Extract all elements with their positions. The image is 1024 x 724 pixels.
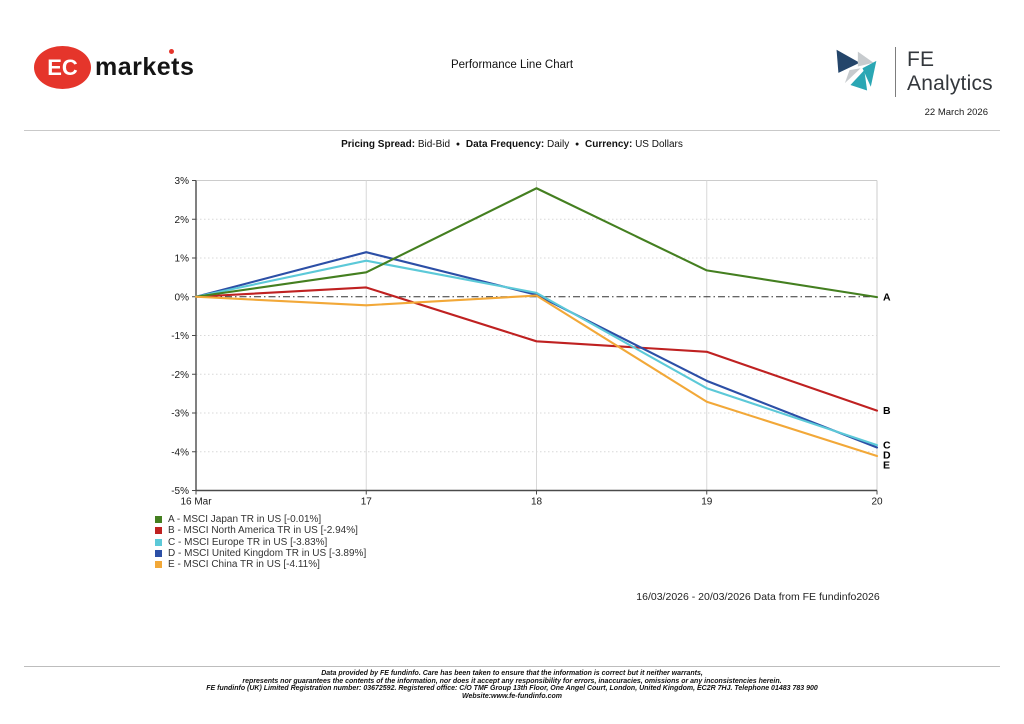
legend-swatch-icon (155, 538, 162, 546)
fe-pinwheel-icon (836, 49, 877, 91)
series-end-label-C: C (883, 440, 891, 452)
legend-item-label: E - MSCI China TR in US [-4.11%] (168, 559, 320, 571)
footer-line: Data provided by FE fundinfo. Care has b… (321, 670, 703, 677)
ec-markets-wordmark: markets (95, 49, 195, 82)
y-axis-label: -4% (171, 447, 189, 458)
footer-divider (24, 666, 1000, 667)
series-end-label-A: A (883, 292, 891, 304)
y-axis-label: 1% (175, 254, 190, 265)
legend-item-label: A - MSCI Japan TR in US [-0.01%] (168, 514, 322, 526)
y-axis-label: 3% (175, 176, 190, 187)
legend-swatch-icon (155, 550, 162, 558)
chart-legend: A - MSCI Japan TR in US [-0.01%] B - MSCI… (155, 514, 366, 570)
series-line-B (194, 286, 879, 412)
data-frequency-value: Daily (547, 139, 570, 150)
ec-markets-logo: EC markets (34, 46, 194, 89)
ec-red-dot-icon (169, 49, 174, 54)
bullet-separator-icon: ● (455, 140, 461, 148)
y-axis-label: -5% (171, 486, 189, 497)
y-axis-label: -1% (171, 331, 189, 342)
legend-item-label: C - MSCI Europe TR in US [-3.83%] (168, 536, 328, 548)
header-divider (24, 130, 1000, 131)
legend-swatch-icon (155, 527, 162, 535)
pricing-spread-value: Bid-Bid (417, 139, 451, 150)
x-axis-label: 18 (531, 497, 543, 508)
legend-item-B: B - MSCI North America TR in US [-2.94%] (155, 525, 366, 536)
legend-swatch-icon (155, 561, 162, 569)
footer-line: Website:www.fe-fundinfo.com (462, 692, 562, 700)
series-line-C (194, 259, 879, 447)
legend-item-A: A - MSCI Japan TR in US [-0.01%] (155, 514, 366, 525)
y-axis-label: 2% (175, 215, 190, 226)
bullet-separator-icon: ● (575, 140, 580, 148)
x-axis-label: 20 (871, 497, 883, 508)
date-range-note: 16/03/2026 - 20/03/2026 Data from FE fun… (636, 591, 880, 603)
legend-item-D: D - MSCI United Kingdom TR in US [-3.89%… (155, 548, 366, 559)
legend-item-label: B - MSCI North America TR in US [-2.94%] (168, 525, 358, 537)
legend-item-C: C - MSCI Europe TR in US [-3.83%] (155, 537, 366, 548)
x-axis-label: 19 (701, 497, 713, 508)
legend-swatch-icon (155, 516, 162, 524)
series-end-label-E: E (883, 459, 890, 471)
series-line-E (194, 294, 879, 458)
fe-logo-divider (894, 47, 897, 97)
fe-analytics-logo: FE Analytics (831, 43, 1024, 101)
data-frequency-label: Data Frequency: (465, 139, 545, 150)
currency-label: Currency: (585, 139, 633, 150)
footer-disclaimer: Data provided by FE fundinfo. Care has b… (0, 670, 1024, 700)
pricing-info-line: Pricing Spread: Bid-Bid ● Data Frequency… (0, 139, 1024, 150)
fe-analytics-text: FE Analytics (907, 48, 993, 95)
legend-item-label: D - MSCI United Kingdom TR in US [-3.89%… (168, 548, 367, 560)
y-axis-label: -2% (171, 370, 189, 381)
y-axis-label: -3% (171, 409, 189, 420)
y-axis-label: 0% (175, 292, 190, 303)
series-end-label-D: D (883, 449, 891, 461)
ec-oval-icon: EC (34, 46, 91, 89)
series-end-label-B: B (883, 405, 891, 417)
report-date: 22 March 2026 (924, 107, 988, 118)
pricing-spread-label: Pricing Spread: (341, 139, 416, 150)
ec-markets-text: markets (95, 53, 195, 81)
performance-chart: 3% 2% 1% 0% -1% -2% -3% -4% -5%16 Mar 17 18 19 20 A B C… (171, 176, 891, 508)
currency-value: US Dollars (635, 139, 683, 150)
x-axis-label: 17 (361, 497, 373, 508)
page-title: Performance Line Chart (450, 59, 574, 71)
footer-line: represents nor guarantees the contents o… (242, 677, 782, 685)
series-line-A (194, 187, 879, 299)
footer-line: FE fundinfo (UK) Limited Registration nu… (206, 685, 818, 693)
ec-oval-text: EC (47, 54, 78, 80)
chart-area: 3% 2% 1% 0% -1% -2% -3% -4% -5% 16 Mar 17 18 19 20 A B C… (140, 165, 940, 510)
x-axis-label: 16 Mar (180, 497, 212, 508)
legend-item-E: E - MSCI China TR in US [-4.11%] (155, 559, 366, 570)
